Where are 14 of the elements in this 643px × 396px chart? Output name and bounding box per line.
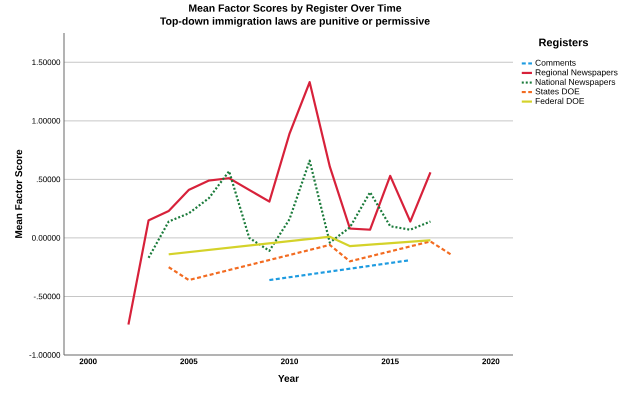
line-series xyxy=(168,236,432,256)
x-axis-title: Year xyxy=(278,374,299,382)
chart-title: Mean Factor Scores by Register Over Time xyxy=(189,4,402,14)
legend-title: Registers xyxy=(539,38,588,48)
y-axis-title: Mean Factor Score xyxy=(15,150,22,238)
legend-label: Federal DOE xyxy=(536,98,584,104)
line-series xyxy=(168,240,452,282)
legend-label: Regional Newspapers xyxy=(536,69,618,78)
legend-label: National Newspapers xyxy=(536,78,616,87)
legend-label: Comments xyxy=(536,60,576,66)
line-series xyxy=(147,160,432,259)
chart-subtitle: Top-down immigration laws are punitive or permissive xyxy=(160,17,430,27)
line-series xyxy=(127,81,432,326)
legend-label: States DOE xyxy=(535,88,580,94)
